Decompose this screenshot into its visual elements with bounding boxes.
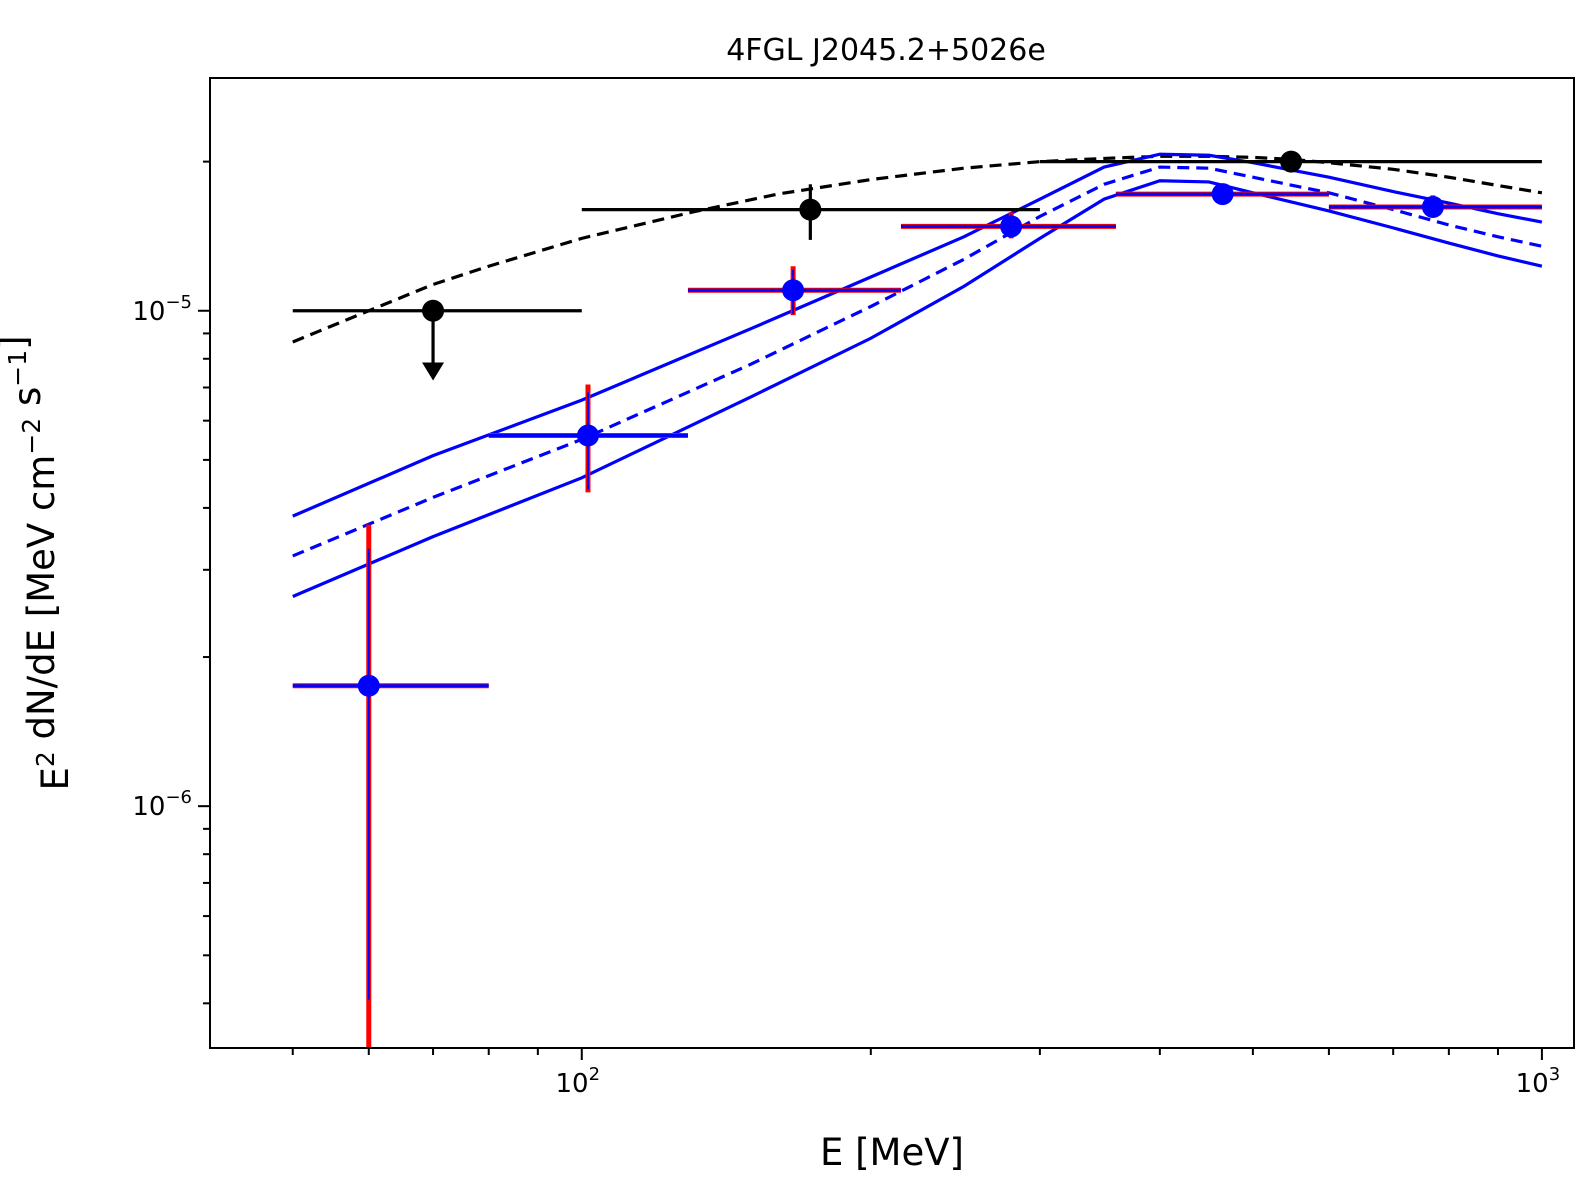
x-tick-label: 103 xyxy=(1516,1064,1561,1099)
sed-data-point xyxy=(782,279,805,302)
catalog-model-curve xyxy=(292,154,1543,344)
plot-clip-group xyxy=(292,150,1543,1048)
catalog-data-point xyxy=(422,299,445,322)
sed-data-point xyxy=(1421,195,1444,218)
y-axis-label: E2 dN/dE [MeV cm−2 s−1] xyxy=(0,335,77,790)
sed-data-point xyxy=(576,424,599,447)
upper-limit-arrow-head xyxy=(422,362,445,381)
y-tick-label: 10−5 xyxy=(132,292,192,327)
fit-model-curve xyxy=(292,165,1543,558)
chart-title: 4FGL J2045.2+5026e xyxy=(726,33,1046,68)
y-tick-label: 10−6 xyxy=(132,787,192,822)
plot-frame xyxy=(209,77,1575,1049)
axis-ticks: 102 103 10−5 10−6 xyxy=(132,160,1561,1099)
x-tick-label: 102 xyxy=(556,1064,601,1099)
plot-area xyxy=(292,150,1543,1048)
x-axis-label: E [MeV] xyxy=(820,1131,964,1174)
sed-data-point xyxy=(1000,215,1023,238)
fit-band-lower-curve xyxy=(292,179,1543,598)
sed-data-point xyxy=(357,674,380,697)
sed-data-point xyxy=(1211,183,1234,206)
catalog-data-point xyxy=(799,198,822,221)
catalog-data-point xyxy=(1280,150,1303,173)
